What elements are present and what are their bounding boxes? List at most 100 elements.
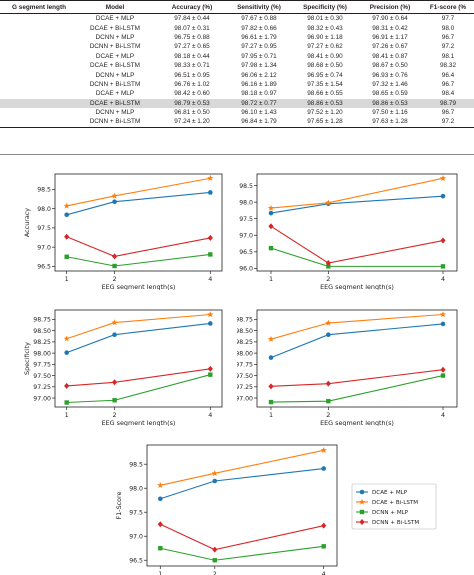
data-point — [158, 546, 163, 551]
y-tick-label: 98.75 — [33, 317, 51, 324]
x-tick-label: 1 — [269, 411, 273, 419]
table-cell: 97.2 — [441, 43, 455, 51]
section-divider — [0, 154, 474, 155]
series-line — [270, 195, 444, 214]
legend-label: DCAE + MLP — [372, 490, 408, 496]
table-cell: DCAE + Bi-LSTM — [90, 99, 140, 107]
x-tick-label: 4 — [208, 275, 212, 283]
table-cell: 96.7 — [441, 109, 455, 117]
data-point — [440, 321, 446, 327]
y-tick-label: 98.5 — [239, 183, 253, 190]
table-cell: 97.90 ± 0.64 — [372, 15, 408, 23]
column-header: Specificity (%) — [303, 3, 347, 11]
series-line — [160, 545, 324, 561]
y-tick-label: 98.0 — [239, 199, 253, 206]
legend: DCAE + MLP DCAE + Bi-LSTM DCNN + MLP DCNN +… — [351, 483, 437, 530]
table-cell: DCAE + MLP — [95, 52, 135, 60]
table-cell: 96.84 ± 1.79 — [241, 118, 277, 126]
data-point — [268, 399, 274, 405]
table-cell: 96.06 ± 2.12 — [241, 71, 277, 79]
data-point — [326, 332, 331, 337]
y-tick-label: 97.75 — [33, 362, 51, 369]
x-axis-label: EEG segment length(s) — [102, 419, 176, 426]
series-line — [66, 177, 211, 207]
data-point — [212, 546, 218, 553]
table-row: DCNN + Bi-LSTM 97.24 ± 1.20 96.84 ± 1.79 97… — [0, 117, 474, 128]
data-point — [64, 400, 69, 405]
table-cell: 98.72 ± 0.77 — [241, 99, 277, 107]
table-cell: DCNN + Bi-LSTM — [89, 80, 141, 88]
data-point — [326, 398, 331, 404]
table-cell: 96.90 ± 1.18 — [307, 33, 343, 41]
data-point — [325, 319, 332, 326]
table-cell: 97.67 ± 0.88 — [241, 15, 277, 23]
data-point — [208, 190, 213, 195]
table-row: DCAE + Bi-LSTM 98.33 ± 0.71 97.98 ± 1.34 98… — [0, 61, 474, 70]
y-tick-label: 97.0 — [129, 534, 143, 541]
table-cell: DCAE + MLP — [95, 15, 135, 23]
table-cell: 98.33 ± 0.71 — [174, 62, 210, 70]
x-tick-label: 1 — [269, 275, 273, 283]
data-point — [64, 350, 69, 355]
series-line — [66, 253, 211, 267]
table-cell: 97.24 ± 1.20 — [174, 118, 210, 126]
y-tick-label: 98.75 — [237, 317, 253, 324]
series-line — [270, 177, 444, 209]
y-tick-label: 97.50 — [33, 373, 51, 380]
legend-marker — [359, 489, 365, 495]
y-tick-label: 98.50 — [237, 328, 253, 335]
legend-marker — [359, 519, 365, 525]
series-line — [270, 225, 444, 264]
results-table: G segment length Model Accuracy (%) Sensiti… — [0, 0, 474, 128]
x-tick-label: 1 — [65, 411, 69, 419]
table-cell: 98.32 — [440, 62, 456, 70]
table-cell: 98.67 ± 0.50 — [372, 62, 408, 70]
data-point — [439, 175, 447, 181]
table-cell: 97.82 ± 0.66 — [241, 24, 277, 32]
table-cell — [0, 23, 72, 32]
data-point — [268, 245, 274, 251]
table-cell: 97.2 — [441, 118, 455, 126]
data-point — [64, 382, 70, 389]
y-tick-label: 96.0 — [239, 266, 253, 273]
legend-frame — [351, 483, 437, 530]
y-tick-label: 98.00 — [237, 350, 253, 357]
data-point — [208, 372, 213, 377]
table-cell — [0, 89, 72, 98]
y-tick-label: 97.5 — [239, 216, 253, 223]
table-cell: 98.01 ± 0.30 — [307, 15, 343, 23]
data-point — [207, 365, 213, 372]
data-point — [208, 252, 213, 257]
table-cell — [0, 42, 72, 51]
y-tick-label: 97.00 — [237, 395, 253, 402]
data-point — [64, 233, 70, 240]
table-cell: 98.68 ± 0.50 — [307, 62, 343, 70]
table-cell: 96.7 — [441, 80, 455, 88]
plot-frame — [256, 173, 458, 272]
data-point — [112, 398, 117, 403]
table-cell: 97.50 ± 1.16 — [372, 109, 408, 117]
table-cell: 98.18 ± 0.97 — [241, 90, 277, 98]
x-tick-label: 4 — [441, 411, 445, 419]
table-cell: 97.7 — [441, 15, 455, 23]
series-line — [66, 191, 211, 216]
data-point — [111, 379, 118, 386]
table-cell: 96.4 — [441, 71, 455, 79]
x-tick-label: 1 — [158, 570, 162, 575]
data-point — [112, 263, 117, 269]
table-cell: 98.41 ± 0.90 — [307, 52, 343, 60]
table-cell: 96.7 — [441, 33, 455, 41]
table-cell: 97.65 ± 1.28 — [307, 118, 343, 126]
y-tick-label: 98.25 — [237, 339, 253, 346]
column-header: Precision (%) — [369, 3, 411, 11]
y-tick-label: 98.5 — [37, 187, 51, 194]
table-cell: DCNN + MLP — [95, 33, 135, 41]
table-cell: DCAE + Bi-LSTM — [90, 24, 140, 32]
series-line — [160, 449, 324, 486]
table-cell: 96.91 ± 1.17 — [372, 33, 408, 41]
data-point — [63, 335, 70, 342]
y-axis-label: Specificity — [23, 342, 31, 375]
table-cell — [0, 52, 72, 61]
x-axis-label: EEG segment length(s) — [320, 283, 394, 290]
sensitivity-chart: 96.096.597.097.598.098.5124SensitivityEE… — [239, 173, 458, 290]
